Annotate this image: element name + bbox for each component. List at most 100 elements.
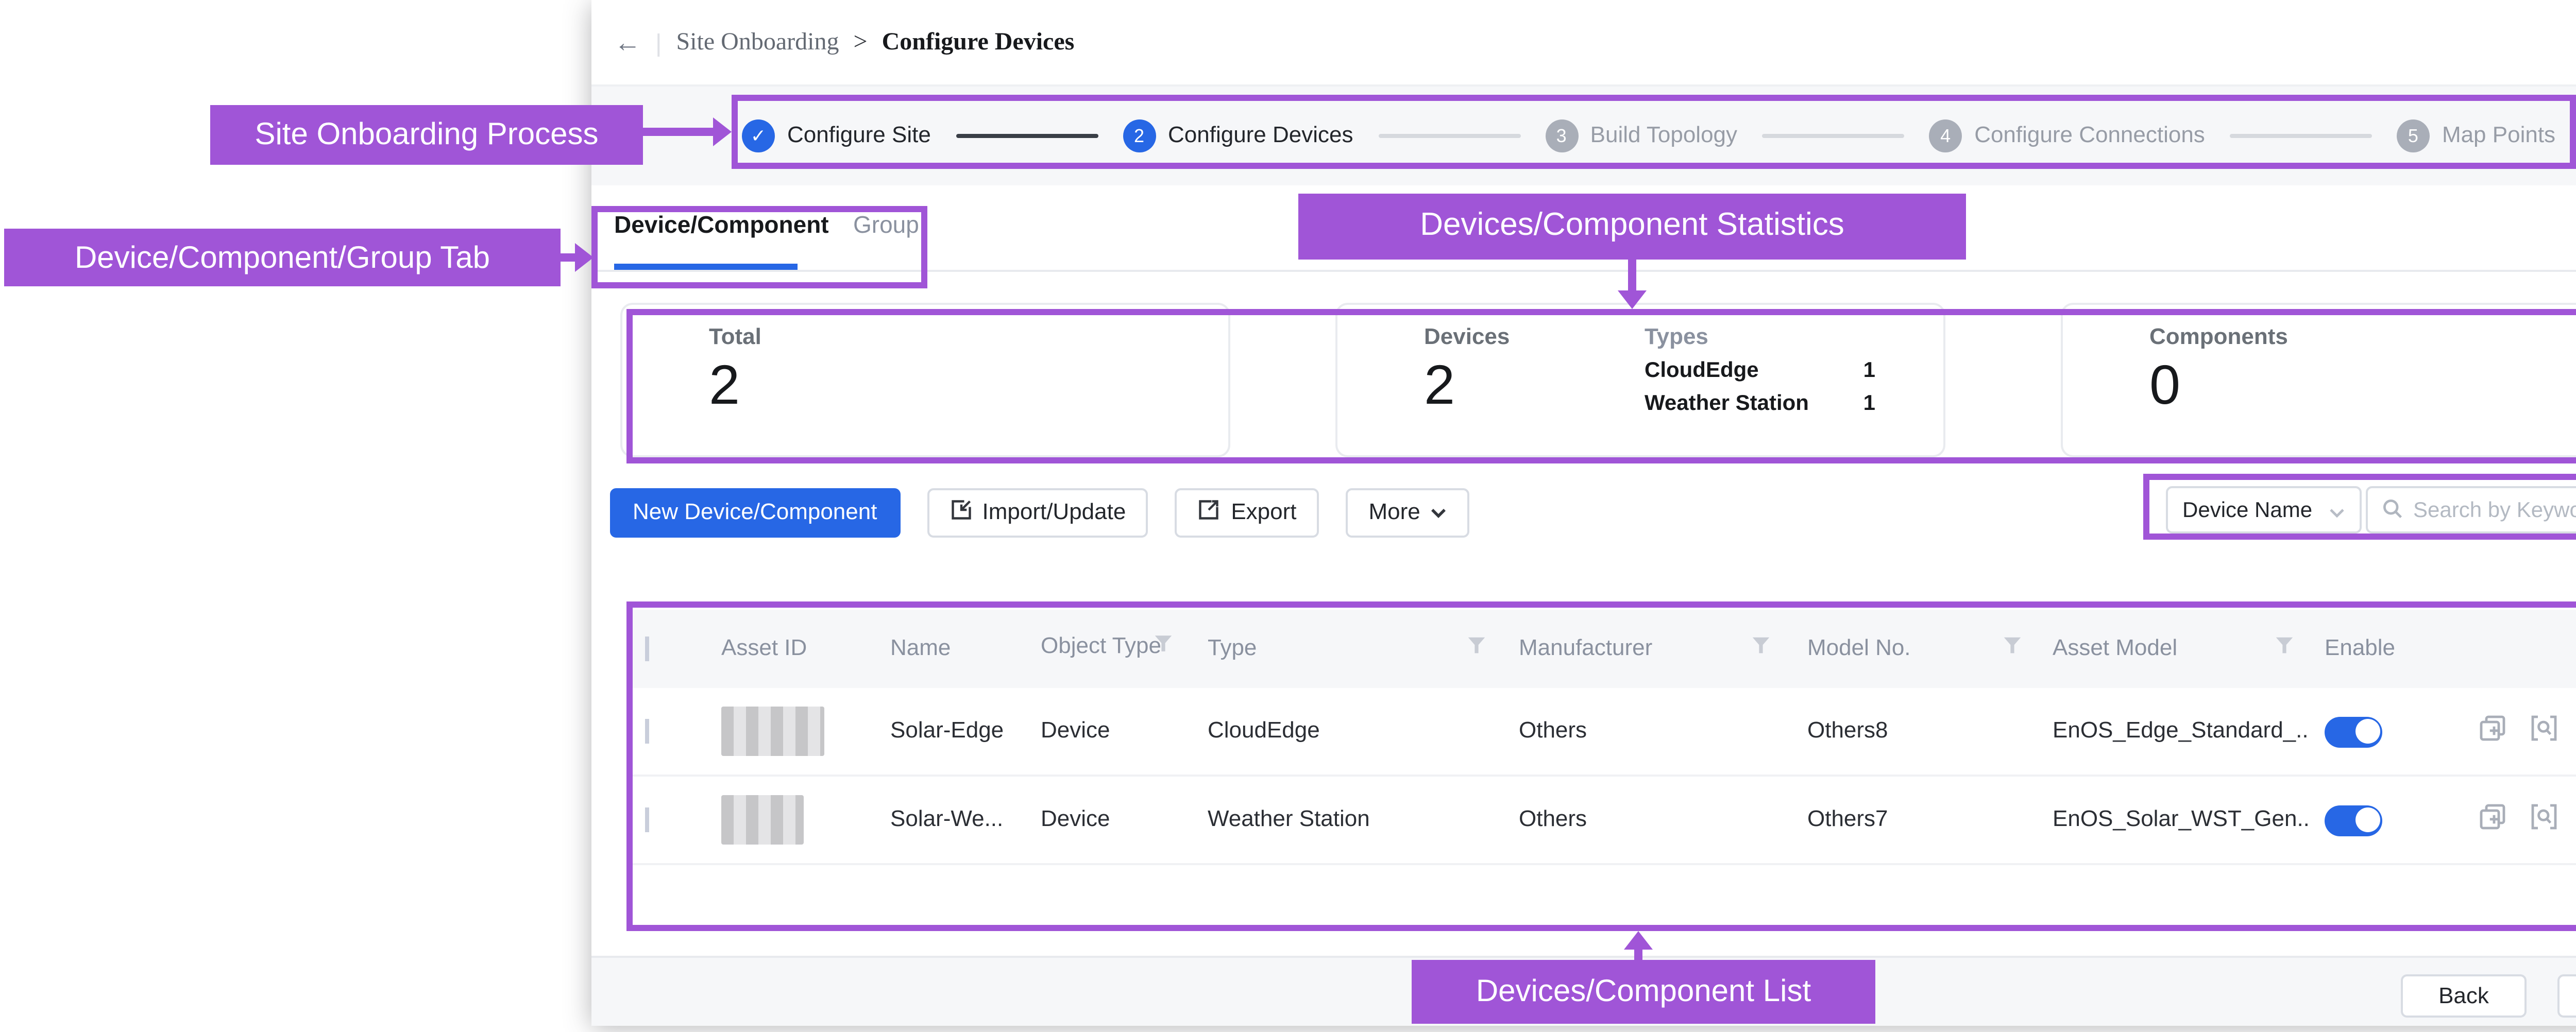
components-label: Components bbox=[2149, 325, 2288, 350]
arrow-list bbox=[1634, 950, 1642, 960]
total-label: Total bbox=[709, 325, 761, 350]
step-configure-devices[interactable]: 2 Configure Devices bbox=[1123, 119, 1353, 152]
asset-id-redacted bbox=[721, 707, 824, 756]
next-button[interactable]: Next bbox=[2557, 974, 2576, 1018]
breadcrumb-current: Configure Devices bbox=[882, 27, 1075, 56]
breadcrumb-divider: | bbox=[655, 28, 662, 57]
active-tab-underline bbox=[614, 264, 798, 270]
device-table: Asset ID Name Object Type Type Manufactu… bbox=[626, 610, 2576, 929]
step-connector bbox=[1378, 134, 1520, 138]
toolbar: New Device/Component Import/Update Expor… bbox=[610, 488, 1470, 538]
table-row: Solar-We... Device Weather Station Other… bbox=[626, 777, 2576, 865]
copy-icon[interactable] bbox=[2479, 715, 2506, 748]
filter-icon[interactable] bbox=[1154, 635, 1173, 663]
step-number-icon: 3 bbox=[1545, 119, 1578, 152]
components-card: Components 0 bbox=[2061, 303, 2576, 457]
table-row: Solar-Edge Device CloudEdge Others Other… bbox=[626, 688, 2576, 777]
step-number-icon: 4 bbox=[1929, 119, 1962, 152]
onboarding-stepper: ✓ Configure Site 2 Configure Devices 3 B… bbox=[742, 87, 2555, 185]
row-checkbox[interactable] bbox=[645, 719, 649, 744]
view-details-icon[interactable] bbox=[2531, 803, 2557, 836]
step-number-icon: 5 bbox=[2396, 119, 2430, 152]
back-arrow-icon[interactable]: ← bbox=[614, 27, 641, 58]
step-map-points[interactable]: 5 Map Points bbox=[2396, 119, 2556, 152]
back-button[interactable]: Back bbox=[2401, 974, 2527, 1018]
pagination: ‹ 1 › bbox=[626, 865, 2576, 929]
arrow-tab-head bbox=[575, 243, 594, 272]
breadcrumb-parent-link[interactable]: Site Onboarding bbox=[676, 27, 839, 56]
import-button-label: Import/Update bbox=[982, 501, 1126, 525]
step-check-icon: ✓ bbox=[742, 119, 775, 152]
filter-icon[interactable] bbox=[1467, 637, 1486, 661]
filter-icon[interactable] bbox=[1752, 637, 1770, 661]
chevron-down-icon bbox=[1431, 501, 1447, 525]
step-connector bbox=[2229, 134, 2372, 138]
arrow-process bbox=[643, 128, 713, 136]
filter-icon[interactable] bbox=[2003, 637, 2022, 661]
cell-name: Solar-We... bbox=[890, 807, 1004, 832]
cell-object-type: Device bbox=[1041, 807, 1110, 832]
arrow-statistics bbox=[1628, 260, 1636, 290]
step-label: Configure Site bbox=[787, 124, 931, 148]
new-device-component-button[interactable]: New Device/Component bbox=[610, 488, 900, 538]
tab-group[interactable]: Group bbox=[853, 214, 919, 239]
enable-toggle[interactable] bbox=[2325, 804, 2382, 835]
col-asset-model: Asset Model bbox=[2036, 637, 2308, 661]
filter-icon[interactable] bbox=[2275, 637, 2294, 661]
chevron-down-icon bbox=[2329, 491, 2345, 528]
components-value: 0 bbox=[2149, 354, 2181, 416]
tab-device-component[interactable]: Device/Component bbox=[614, 214, 829, 239]
cell-type: CloudEdge bbox=[1208, 719, 1320, 744]
col-asset-id: Asset ID bbox=[721, 637, 807, 661]
search-field-select[interactable]: Device Name bbox=[2166, 486, 2362, 534]
devices-value: 2 bbox=[1424, 354, 1455, 416]
type-name: CloudEdge bbox=[1645, 358, 1759, 383]
type-name: Weather Station bbox=[1645, 391, 1809, 416]
col-name: Name bbox=[890, 637, 951, 661]
step-connector bbox=[1762, 134, 1905, 138]
more-button[interactable]: More bbox=[1346, 488, 1470, 538]
type-row: Weather Station 1 bbox=[1645, 391, 1875, 416]
step-configure-site[interactable]: ✓ Configure Site bbox=[742, 119, 931, 152]
step-label: Build Topology bbox=[1590, 124, 1738, 148]
arrow-statistics-head bbox=[1618, 290, 1647, 309]
enable-toggle[interactable] bbox=[2325, 716, 2382, 747]
arrow-tab bbox=[556, 253, 575, 262]
col-manufacturer: Manufacturer bbox=[1500, 637, 1785, 661]
step-build-topology[interactable]: 3 Build Topology bbox=[1545, 119, 1737, 152]
app-window: ← | Site Onboarding > Configure Devices … bbox=[591, 0, 2576, 1026]
col-object-type-label: Object Type bbox=[1041, 634, 1161, 660]
breadcrumb-separator: > bbox=[853, 27, 868, 56]
col-manufacturer-label: Manufacturer bbox=[1519, 637, 1653, 661]
cell-manufacturer: Others bbox=[1519, 719, 1587, 744]
col-asset-model-label: Asset Model bbox=[2053, 637, 2178, 661]
cell-model-no: Others8 bbox=[1807, 719, 1888, 744]
breadcrumb: ← | Site Onboarding > Configure Devices bbox=[591, 0, 2576, 87]
step-configure-connections[interactable]: 4 Configure Connections bbox=[1929, 119, 2205, 152]
export-button[interactable]: Export bbox=[1175, 488, 1319, 538]
new-button-label: New Device/Component bbox=[633, 501, 877, 525]
types-label: Types bbox=[1645, 325, 1708, 350]
types-breakdown: Types CloudEdge 1 Weather Station 1 bbox=[1645, 325, 1875, 416]
copy-icon[interactable] bbox=[2479, 803, 2506, 836]
type-row: CloudEdge 1 bbox=[1645, 358, 1875, 383]
col-type-label: Type bbox=[1208, 637, 1257, 661]
type-count: 1 bbox=[1863, 358, 1875, 383]
import-icon bbox=[950, 498, 972, 527]
step-connector bbox=[955, 134, 1098, 138]
row-checkbox[interactable] bbox=[645, 807, 649, 832]
col-model-no: Model No. bbox=[1785, 637, 2036, 661]
total-value: 2 bbox=[709, 354, 740, 416]
total-card: Total 2 bbox=[620, 303, 1230, 457]
view-details-icon[interactable] bbox=[2531, 715, 2557, 748]
annotation-label-process: Site Onboarding Process bbox=[210, 105, 643, 165]
search-input[interactable] bbox=[2413, 497, 2576, 522]
export-button-label: Export bbox=[1231, 501, 1297, 525]
step-label: Map Points bbox=[2442, 124, 2556, 148]
select-all-checkbox[interactable] bbox=[645, 637, 649, 661]
export-icon bbox=[1198, 498, 1221, 527]
search-icon bbox=[2382, 491, 2403, 528]
asset-id-redacted bbox=[721, 795, 804, 845]
arrow-list-head bbox=[1624, 931, 1653, 950]
import-update-button[interactable]: Import/Update bbox=[926, 488, 1149, 538]
